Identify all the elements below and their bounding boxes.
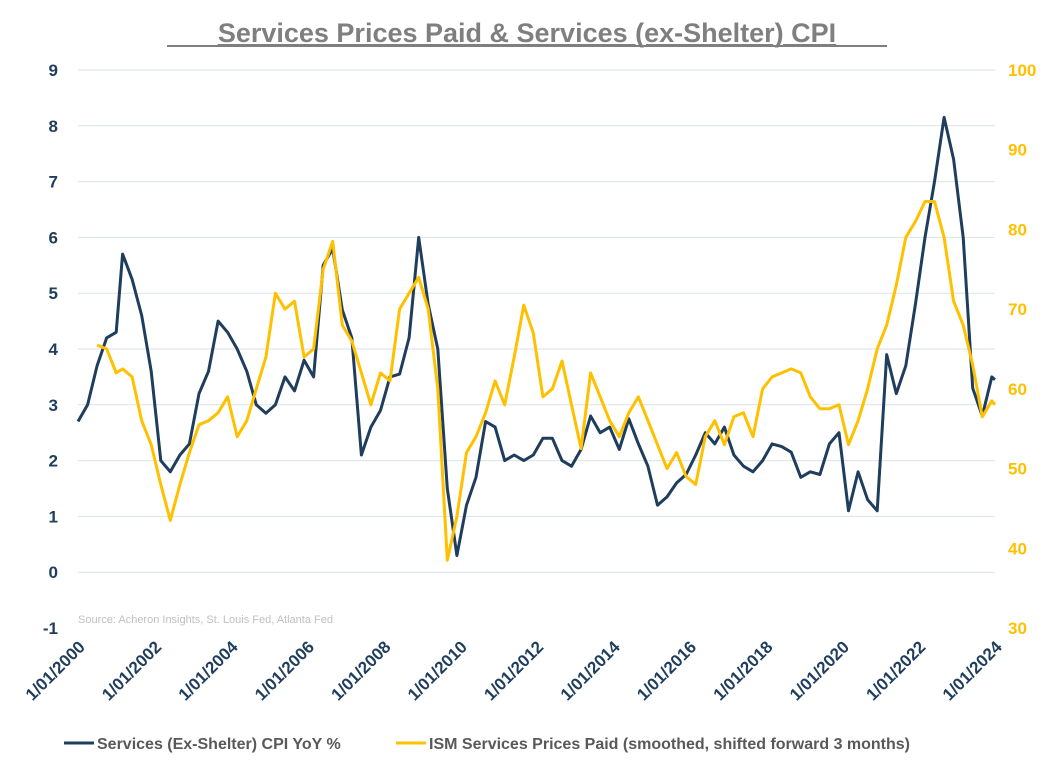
x-tick-label: 1/01/2006 [251, 637, 318, 704]
left-tick-label: 4 [49, 340, 59, 359]
left-tick-label: 9 [49, 61, 58, 80]
source-note: Source: Acheron Insights, St. Louis Fed,… [78, 614, 333, 626]
left-tick-label: 1 [49, 507, 58, 526]
right-tick-label: 90 [1008, 141, 1027, 160]
right-tick-label: 70 [1008, 300, 1027, 319]
left-tick-label: 3 [49, 396, 58, 415]
x-tick-label: 1/01/2010 [404, 637, 471, 704]
chart-title: Services Prices Paid & Services (ex-Shel… [218, 18, 836, 48]
x-tick-label: 1/01/2022 [862, 637, 929, 704]
right-tick-label: 80 [1008, 220, 1027, 239]
series-line-2 [96, 200, 997, 562]
left-tick-label: 5 [49, 284, 58, 303]
right-tick-label: 30 [1008, 619, 1027, 638]
left-tick-label: 0 [49, 563, 58, 582]
left-tick-label: 6 [49, 228, 58, 247]
gridlines [78, 69, 995, 573]
series-group [76, 115, 997, 562]
x-tick-label: 1/01/2020 [786, 637, 853, 704]
right-tick-label: 50 [1008, 460, 1027, 479]
x-tick-label: 1/01/2002 [98, 637, 165, 704]
right-tick-label: 60 [1008, 380, 1027, 399]
x-tick-label: 1/01/2016 [633, 637, 700, 704]
left-tick-label: 7 [49, 173, 58, 192]
x-tick-label: 1/01/2000 [22, 637, 89, 704]
legend-label: Services (Ex-Shelter) CPI YoY % [97, 736, 341, 753]
x-tick-label: 1/01/2024 [939, 637, 1006, 704]
x-tick-label: 1/01/2012 [480, 637, 547, 704]
legend: Services (Ex-Shelter) CPI YoY % ISM Servi… [64, 736, 910, 753]
right-axis: 30 40 50 60 70 80 90 100 [1008, 61, 1036, 638]
x-tick-label: 1/01/2014 [557, 637, 624, 704]
right-tick-label: 100 [1008, 61, 1036, 80]
series-line-1 [76, 115, 996, 557]
left-tick-label: 2 [49, 452, 58, 471]
x-tick-label: 1/01/2018 [710, 637, 777, 704]
right-tick-label: 40 [1008, 539, 1027, 558]
x-axis: 1/01/2000 1/01/2002 1/01/2004 1/01/2006 1/01… [22, 637, 1006, 704]
left-tick-label: -1 [43, 619, 58, 638]
x-tick-label: 1/01/2008 [328, 637, 395, 704]
x-tick-label: 1/01/2004 [175, 637, 242, 704]
left-tick-label: 8 [49, 117, 58, 136]
legend-label: ISM Services Prices Paid (smoothed, shif… [429, 736, 910, 753]
left-axis: -1 0 1 2 3 4 5 6 7 8 9 [43, 61, 59, 638]
